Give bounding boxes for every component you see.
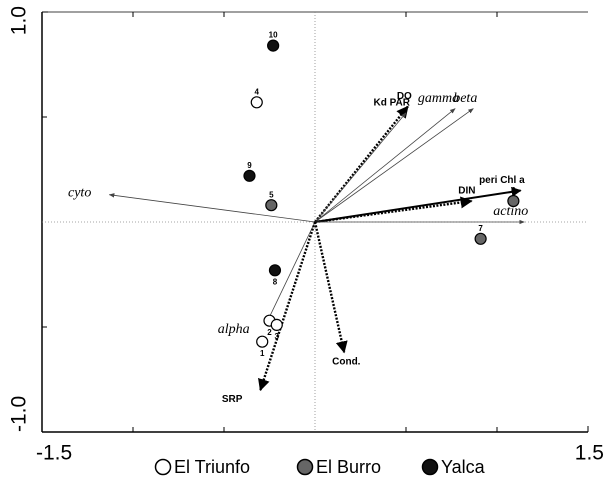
site-point [243,169,256,182]
site-point [507,194,520,208]
y-tick-label: 1.0 [8,6,31,35]
x-tick-label: -1.5 [36,442,72,465]
arrow-label: Cond. [332,357,361,368]
point-label: 8 [273,277,278,286]
point-label: 7 [478,224,483,233]
arrow-label: actino [493,204,528,219]
legend-marker [296,458,314,476]
arrow-label: beta [453,91,477,106]
arrow [267,221,316,322]
legend-label: El Triunfo [174,457,250,477]
point-label: 3 [275,332,280,341]
point-label: 1 [260,349,265,358]
x-tick-label: 1.5 [575,442,604,465]
site-point [268,264,282,277]
point-label: 4 [255,87,260,96]
arrow [314,105,409,223]
arrow-label: cyto [68,186,91,201]
arrow [258,221,317,392]
arrow [314,196,473,224]
legend-label: Yalca [441,457,486,477]
site-point [474,232,487,245]
point-label: 9 [247,161,252,170]
arrow-label: SRP [222,394,243,405]
arrow [314,112,407,223]
point-label: 2 [267,328,272,337]
arrow-label: gamma [418,91,459,106]
arrow [314,108,456,223]
site-point [267,39,280,52]
arrow [314,108,474,223]
arrow [314,186,522,223]
site-point [270,318,283,331]
legend-marker [421,458,439,476]
arrow [313,221,348,354]
site-point [256,335,269,348]
arrow-label: peri Chl a [479,175,525,186]
arrow-label: alpha [218,322,250,337]
site-point [265,199,278,212]
arrow [108,193,316,223]
site-point [250,96,263,109]
y-tick-label: -1.0 [8,396,31,432]
point-label: 6 [511,186,516,195]
arrow-label: Kd PAR [374,97,411,108]
legend-marker [154,458,172,476]
point-label: 5 [269,190,274,199]
arrow-label: DIN [458,186,475,197]
arrow-label: DO [397,91,412,102]
point-label: 10 [269,31,278,40]
legend-label: El Burro [316,457,381,477]
